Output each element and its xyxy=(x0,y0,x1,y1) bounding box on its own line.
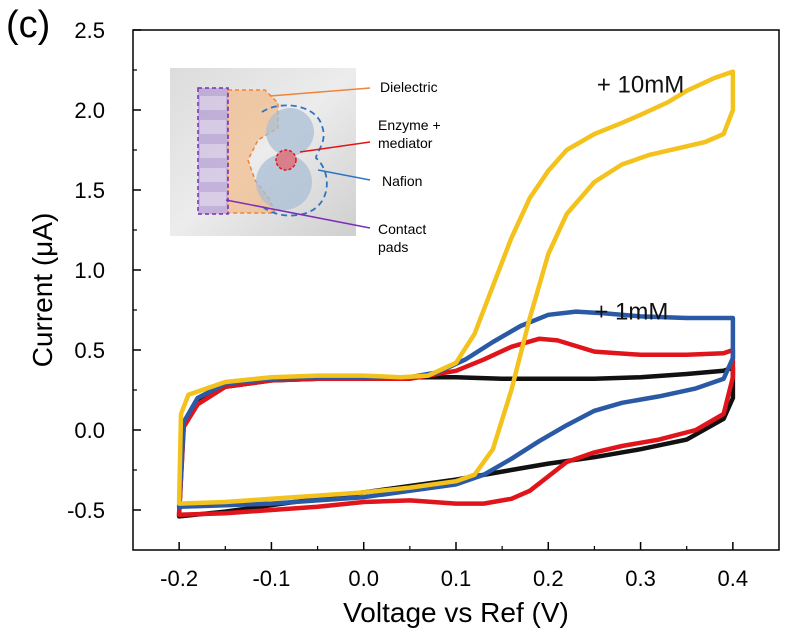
inset-photo xyxy=(170,68,356,236)
x-tick-label: 0.2 xyxy=(533,566,564,591)
inset-pointers xyxy=(225,87,371,229)
panel-label: (c) xyxy=(6,4,51,46)
curve-annotation: + 10mM xyxy=(597,71,684,98)
contact-pad xyxy=(200,144,226,158)
contact-pad xyxy=(200,192,226,206)
series-line xyxy=(176,69,736,506)
y-tick-label: 1.0 xyxy=(74,258,105,283)
series-layer xyxy=(176,69,736,519)
contact-pad xyxy=(200,168,226,182)
y-tick-label: 1.5 xyxy=(74,178,105,203)
enzyme-spot xyxy=(275,149,297,171)
enzyme-label-line2: mediator xyxy=(378,135,433,151)
x-tick-label: -0.2 xyxy=(160,566,198,591)
curve-annotation: + 1mM xyxy=(594,299,668,326)
y-tick-label: -0.5 xyxy=(67,498,105,523)
contact-pointer xyxy=(225,199,371,229)
x-axis: -0.2 -0.1 0.0 0.1 0.2 0.3 0.4 xyxy=(160,542,748,591)
x-tick-label: 0.1 xyxy=(441,566,472,591)
inset-labels: Dielectric Enzyme + mediator Nafion Cont… xyxy=(378,79,441,255)
contact-pad xyxy=(200,96,226,110)
contact-pad xyxy=(200,120,226,134)
x-tick-label: 0.0 xyxy=(348,566,379,591)
dielectric-region xyxy=(227,89,279,214)
contact-label-line1: Contact xyxy=(378,221,426,237)
x-tick-label: 0.4 xyxy=(718,566,749,591)
x-tick-label: -0.1 xyxy=(252,566,290,591)
y-axis: -0.5 0.0 0.5 1.0 1.5 2.0 2.5 xyxy=(67,18,141,523)
nafion-label: Nafion xyxy=(382,173,422,189)
contact-label-line2: pads xyxy=(378,239,408,255)
annotation-layer: + 10mM + 1mM xyxy=(594,71,684,325)
electrode-lower xyxy=(256,154,312,210)
y-tick-label: 2.5 xyxy=(74,18,105,43)
enzyme-label-line1: Enzyme + xyxy=(378,117,441,133)
y-tick-label: 0.5 xyxy=(74,338,105,363)
x-tick-label: 0.3 xyxy=(625,566,656,591)
enzyme-pointer xyxy=(299,141,371,153)
dielectric-pointer xyxy=(269,87,371,97)
nafion-pointer xyxy=(317,169,371,181)
dielectric-label: Dielectric xyxy=(380,79,438,95)
nafion-outline xyxy=(259,104,328,217)
y-axis-label: Current (μA) xyxy=(27,213,58,368)
x-axis-label: Voltage vs Ref (V) xyxy=(343,597,569,628)
electrode-upper xyxy=(266,108,314,156)
contact-pads-region xyxy=(197,87,229,215)
y-tick-label: 0.0 xyxy=(74,418,105,443)
y-tick-label: 2.0 xyxy=(74,98,105,123)
